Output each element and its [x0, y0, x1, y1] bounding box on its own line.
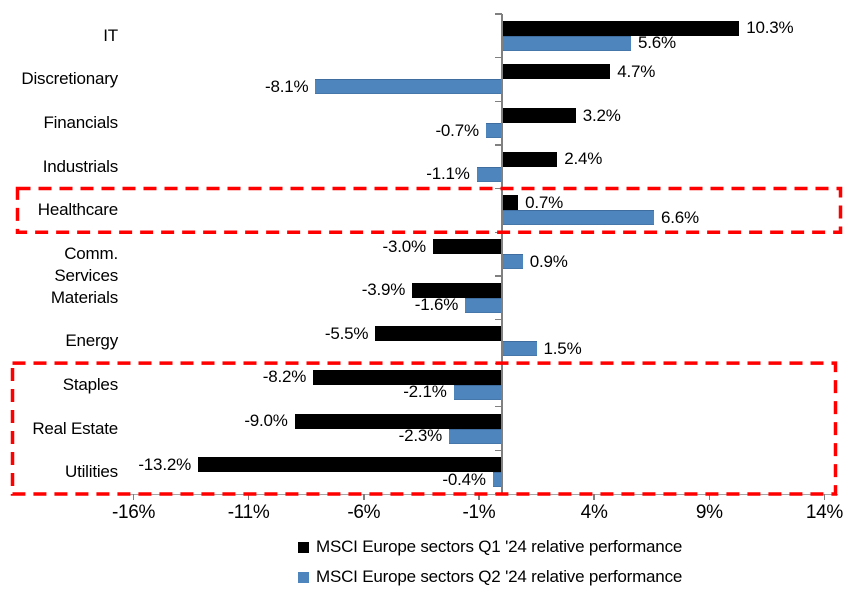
legend-q2-marker-icon [298, 571, 309, 583]
category-label: IT [103, 25, 118, 45]
x-axis-tick [593, 494, 595, 500]
x-axis-tick [247, 494, 250, 500]
bar-q2 [502, 341, 537, 357]
y-axis-tick [495, 100, 502, 102]
y-axis-tick [495, 13, 502, 15]
legend: MSCI Europe sectors Q1 '24 relative perf… [298, 537, 682, 597]
y-axis-tick [495, 449, 502, 452]
bar-q2 [453, 384, 502, 400]
bar-q1 [502, 195, 519, 211]
y-axis-tick [495, 187, 502, 190]
x-axis-tick-label: -16% [111, 502, 156, 523]
legend-item-q1: MSCI Europe sectors Q1 '24 relative perf… [298, 537, 682, 557]
x-axis-tick-label: -6% [347, 502, 381, 523]
bar-value-label: -9.0% [244, 411, 288, 431]
x-axis-tick [708, 494, 711, 500]
bar-value-label: 0.9% [529, 251, 568, 271]
y-axis-tick [495, 57, 502, 59]
legend-q1-marker-icon [298, 541, 309, 553]
bar-value-label: -5.5% [324, 323, 369, 343]
y-axis-tick [495, 144, 502, 146]
y-axis-tick [495, 231, 502, 233]
bar-q2 [502, 210, 654, 226]
bar-value-label: -1.6% [414, 295, 459, 315]
x-axis-tick-label: 9% [695, 502, 723, 523]
bar-value-label: 2.4% [564, 149, 603, 169]
category-label: Real Estate [32, 418, 118, 438]
bar-value-label: 4.7% [617, 61, 656, 81]
y-axis-tick [495, 362, 502, 364]
category-label: Utilities [65, 462, 118, 482]
bar-value-label: -8.1% [265, 76, 309, 96]
category-label: Comm. Services [54, 244, 118, 286]
bar-q2 [449, 428, 502, 444]
x-axis-tick-label: 4% [580, 502, 608, 523]
bar-q1 [375, 326, 502, 342]
x-axis-tick-label: 14% [805, 502, 843, 523]
bar-value-label: -8.2% [262, 367, 307, 387]
bar-value-label: -3.9% [361, 280, 406, 300]
bar-value-label: -2.3% [398, 426, 443, 446]
bar-q2 [315, 79, 502, 95]
category-label: Financials [43, 113, 118, 133]
bar-value-label: -0.4% [442, 469, 486, 489]
bar-value-label: 10.3% [746, 18, 794, 38]
x-axis-tick [478, 494, 480, 500]
bar-q2 [502, 35, 631, 51]
bar-value-label: -13.2% [138, 454, 192, 474]
legend-item-q2: MSCI Europe sectors Q2 '24 relative perf… [298, 567, 682, 587]
bar-q1 [502, 151, 558, 167]
bar-value-label: 0.7% [525, 192, 564, 212]
bar-q1 [502, 64, 611, 80]
bar-q1 [502, 20, 740, 36]
legend-q1-label: MSCI Europe sectors Q1 '24 relative perf… [316, 537, 683, 556]
bar-value-label: 3.2% [582, 105, 621, 125]
y-axis-tick [495, 275, 502, 277]
y-axis-line [501, 14, 503, 494]
x-axis-tick [132, 494, 135, 500]
category-label: Energy [65, 331, 118, 351]
y-axis-tick [495, 406, 502, 408]
category-label: Healthcare [37, 200, 118, 220]
bar-value-label: 5.6% [637, 33, 676, 53]
x-axis-tick-label: -1% [462, 502, 496, 523]
bar-value-label: -2.1% [403, 382, 447, 402]
category-label: Materials [50, 287, 118, 307]
y-axis-tick [495, 318, 502, 321]
bar-q2 [476, 166, 502, 182]
bar-q2 [502, 254, 523, 270]
category-label: Discretionary [21, 69, 118, 89]
bar-value-label: -0.7% [435, 120, 479, 140]
bar-q2 [465, 297, 502, 313]
bar-q1 [432, 239, 502, 255]
bar-value-label: -3.0% [382, 236, 427, 256]
bar-q1 [502, 108, 576, 124]
bar-value-label: 1.5% [543, 338, 582, 358]
bar-q2 [485, 123, 502, 139]
x-axis-tick-label: -11% [227, 502, 270, 523]
bar-value-label: 6.6% [660, 207, 699, 227]
bar-value-label: -1.1% [426, 164, 470, 184]
bar-q1 [412, 282, 502, 298]
legend-q2-label: MSCI Europe sectors Q2 '24 relative perf… [316, 567, 683, 586]
x-axis-tick [823, 494, 826, 500]
category-label: Staples [62, 374, 119, 394]
x-axis-tick [363, 494, 365, 500]
category-label: Industrials [42, 156, 118, 176]
